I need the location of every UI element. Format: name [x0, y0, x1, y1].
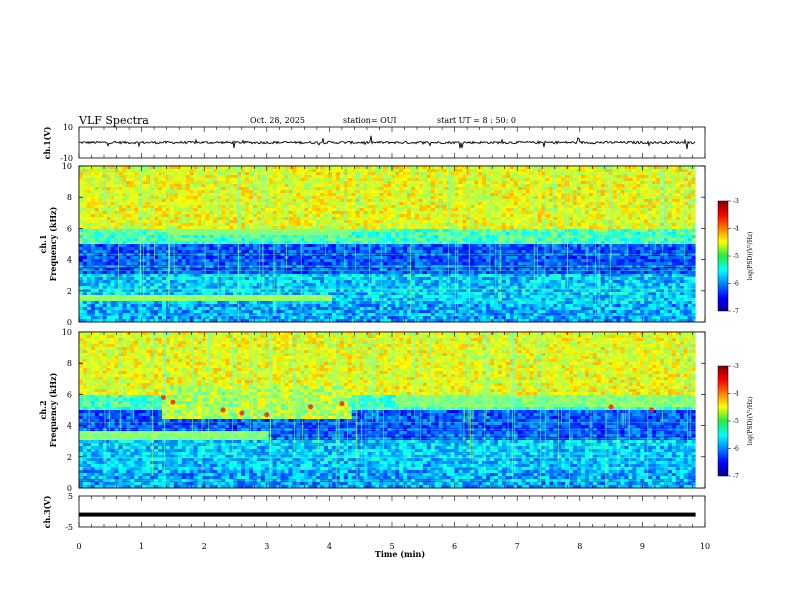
- x-tick-label: 0: [76, 542, 81, 551]
- yt2-ytick: 0: [67, 484, 72, 493]
- ch3-wave-line: [79, 512, 696, 517]
- yt1-ytick: 4: [67, 256, 72, 265]
- x-axis-label: Time (min): [375, 549, 425, 559]
- ch2-spectrogram-image: [79, 332, 705, 489]
- x-tick-label: 6: [452, 542, 457, 551]
- yt2-ytick: 4: [67, 422, 72, 431]
- ch3-waveform-panel: 5 -5 ch.3(V): [42, 492, 706, 532]
- cb2ticks-tick: -4: [733, 391, 739, 398]
- station-label: station= OUI: [343, 116, 397, 125]
- x-axis-tick-labels: 0 1 2 3 4 5 6 7 8 9 10: [76, 542, 710, 551]
- ch1-spec-ylabel: Frequency (kHz): [48, 206, 58, 281]
- x-tick-label: 2: [202, 542, 207, 551]
- yt2-ytick: 2: [67, 453, 72, 462]
- cb1ticks-tick: -4: [733, 226, 739, 233]
- cb2ticks-tick: -5: [733, 418, 739, 425]
- yt2-ytick: 10: [62, 328, 72, 337]
- ch3-ytick-bottom: -5: [65, 523, 73, 532]
- ch1-waveform-panel: 10 -10 ch.1(V): [42, 123, 706, 163]
- x-axis-ticks: [78, 127, 706, 527]
- x-tick-label: 10: [700, 542, 710, 551]
- ch1-spectrogram-image: [79, 166, 705, 323]
- ch2-spec-ylabel-channel: ch.2: [38, 400, 48, 419]
- yt1-ytick: 0: [67, 318, 72, 327]
- cb2ticks-tick: -6: [733, 446, 739, 453]
- ch3-ytick-top: 5: [68, 492, 73, 501]
- ch2-colorbar-label: log(PSD)(V²/Hz): [747, 397, 754, 446]
- ch1-wave-ylabel: ch.1(V): [42, 126, 52, 159]
- cb2ticks-tick: -7: [733, 473, 739, 480]
- x-tick-label: 3: [264, 542, 269, 551]
- yt1-ytick: 2: [67, 287, 72, 296]
- ch1-wave-line: [78, 135, 696, 150]
- x-tick-label: 1: [139, 542, 144, 551]
- x-tick-label: 7: [515, 542, 520, 551]
- ch1-ytick-bottom: -10: [60, 154, 73, 163]
- cb1ticks-tick: -3: [733, 198, 739, 205]
- start-time-label: start UT = 8 : 50: 0: [437, 116, 516, 125]
- figure-title: VLF Spectra: [78, 114, 149, 127]
- ch1-colorbar: [717, 200, 729, 312]
- ch3-wave-frame: [78, 495, 706, 528]
- cb1ticks-tick: -7: [733, 308, 739, 315]
- x-tick-label: 4: [327, 542, 332, 551]
- yt1-ytick: 6: [67, 224, 72, 233]
- cb2ticks-tick: -3: [733, 363, 739, 370]
- date-label: Oct. 28, 2025: [250, 116, 305, 125]
- yt2-ytick: 6: [67, 390, 72, 399]
- yt1-ytick: 10: [62, 162, 72, 171]
- x-tick-label: 9: [640, 542, 645, 551]
- ch1-spec-ylabel-channel: ch.1: [38, 234, 48, 253]
- ch3-wave-ylabel: ch.3(V): [42, 495, 52, 528]
- ch2-colorbar: [717, 365, 729, 477]
- x-tick-label: 5: [389, 542, 394, 551]
- yt1-ytick: 8: [67, 193, 72, 202]
- ch1-ytick-top: 10: [63, 123, 73, 132]
- cb1ticks-tick: -5: [733, 253, 739, 260]
- yt2-ytick: 8: [67, 359, 72, 368]
- ch2-spec-ylabel: Frequency (kHz): [48, 372, 58, 447]
- cb1ticks-tick: -6: [733, 281, 739, 288]
- x-tick-label: 8: [577, 542, 582, 551]
- ch1-colorbar-label: log(PSD)(V²/Hz): [747, 232, 754, 281]
